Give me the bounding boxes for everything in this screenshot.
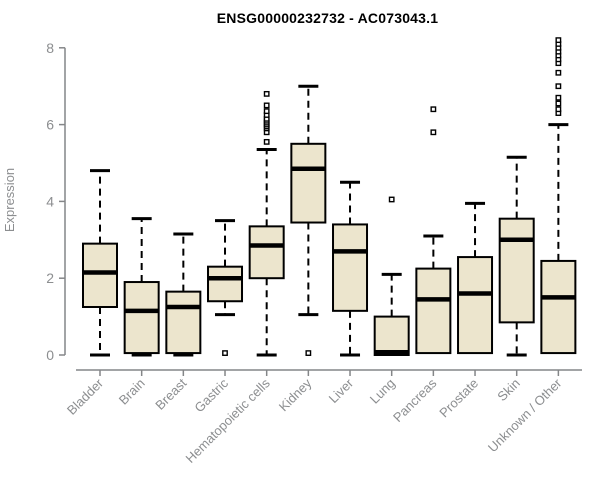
- y-tick-label-2: 2: [46, 270, 54, 286]
- x-tick-label-brain: Brain: [116, 376, 148, 408]
- x-tick-label-gastric: Gastric: [191, 375, 231, 415]
- x-tick-label-prostate: Prostate: [436, 376, 481, 421]
- box-unknown-other: [540, 259, 577, 355]
- box-pancreas: [415, 267, 452, 355]
- box-group-brain: [123, 217, 160, 357]
- y-tick-label-0: 0: [46, 347, 54, 363]
- x-tick-label-pancreas: Pancreas: [390, 375, 440, 425]
- box-group-bladder: [82, 169, 118, 357]
- box-lung: [373, 315, 410, 357]
- y-tick-label-8: 8: [46, 40, 54, 56]
- x-tick-label-liver: Liver: [326, 375, 357, 406]
- outlier-unknown-other: [555, 100, 562, 107]
- box-group-gastric: [207, 219, 244, 356]
- y-tick-label-4: 4: [46, 193, 54, 209]
- outlier-hematopoietic-cells: [263, 138, 270, 145]
- box-group-hematopoietic-cells: [248, 90, 285, 357]
- box-group-breast: [165, 232, 202, 357]
- box-breast: [165, 290, 202, 355]
- box-group-liver: [332, 180, 369, 357]
- outlier-pancreas: [430, 129, 437, 136]
- box-prostate: [457, 256, 494, 355]
- box-group-lung: [373, 196, 410, 357]
- chart-title: ENSG00000232732 - AC073043.1: [216, 10, 439, 26]
- outlier-unknown-other: [555, 69, 562, 76]
- outlier-hematopoietic-cells: [263, 102, 270, 109]
- box-group-prostate: [457, 201, 494, 355]
- outlier-kidney: [305, 350, 312, 356]
- box-group-skin: [498, 155, 535, 357]
- x-tick-label-breast: Breast: [152, 375, 189, 412]
- outlier-lung: [388, 196, 395, 203]
- outlier-gastric: [222, 350, 228, 356]
- y-tick-label-6: 6: [46, 117, 54, 133]
- box-kidney: [290, 142, 327, 224]
- box-hematopoietic-cells: [248, 225, 285, 280]
- box-bladder: [82, 242, 118, 308]
- outlier-hematopoietic-cells: [263, 108, 270, 115]
- outlier-unknown-other: [555, 106, 562, 113]
- x-tick-label-kidney: Kidney: [276, 375, 315, 414]
- box-brain: [123, 281, 160, 355]
- y-axis: 0 2 4 6 8: [46, 40, 66, 363]
- box-group-pancreas: [415, 106, 452, 355]
- outlier-pancreas: [430, 106, 437, 113]
- box-liver: [332, 223, 369, 312]
- x-tick-label-bladder: Bladder: [64, 375, 107, 418]
- box-gastric: [207, 265, 244, 303]
- box-group-unknown-other: [540, 37, 577, 355]
- outlier-unknown-other: [555, 94, 562, 101]
- outlier-unknown-other: [555, 83, 562, 90]
- x-tick-label-lung: Lung: [367, 376, 398, 407]
- x-tick-label-skin: Skin: [494, 376, 522, 404]
- x-tick-label-unknown-other: Unknown / Other: [485, 375, 565, 455]
- box-group-kidney: [290, 84, 327, 356]
- outlier-hematopoietic-cells: [263, 90, 270, 97]
- box-skin: [498, 217, 535, 324]
- outlier-unknown-other: [555, 37, 562, 44]
